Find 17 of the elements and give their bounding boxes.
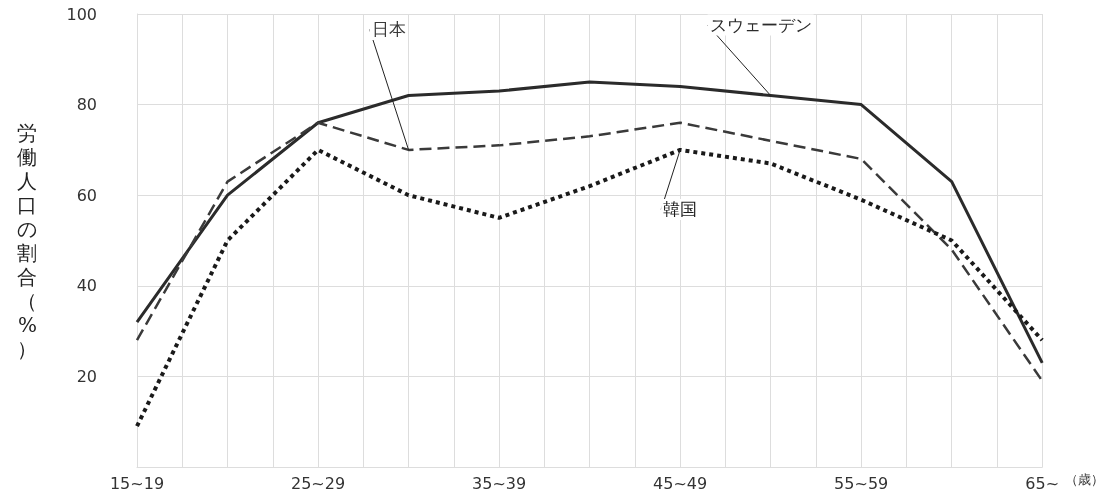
x-tick-label: 65~ [1025,473,1060,493]
y-tick-label: 20 [76,366,97,386]
text: 労働人口の割合（%） [17,120,37,361]
x-tick-label: 35~39 [472,473,527,493]
y-tick-label: 100 [66,4,97,24]
x-axis-title: （歳） [1065,472,1104,487]
y-tick-label: 60 [76,185,97,205]
x-tick-label: 15~19 [109,473,165,493]
line-series [135,147,1045,429]
y-tick-label: 80 [76,95,97,115]
x-tick-label: 45~49 [653,473,708,493]
y-tick-label: 40 [76,276,97,296]
x-tick-label: 25~29 [290,473,346,493]
text: 韓国 [663,199,698,220]
text: スウェーデン [709,15,812,36]
x-tick-label: 55~59 [834,473,889,493]
text: 日本 [371,19,406,40]
